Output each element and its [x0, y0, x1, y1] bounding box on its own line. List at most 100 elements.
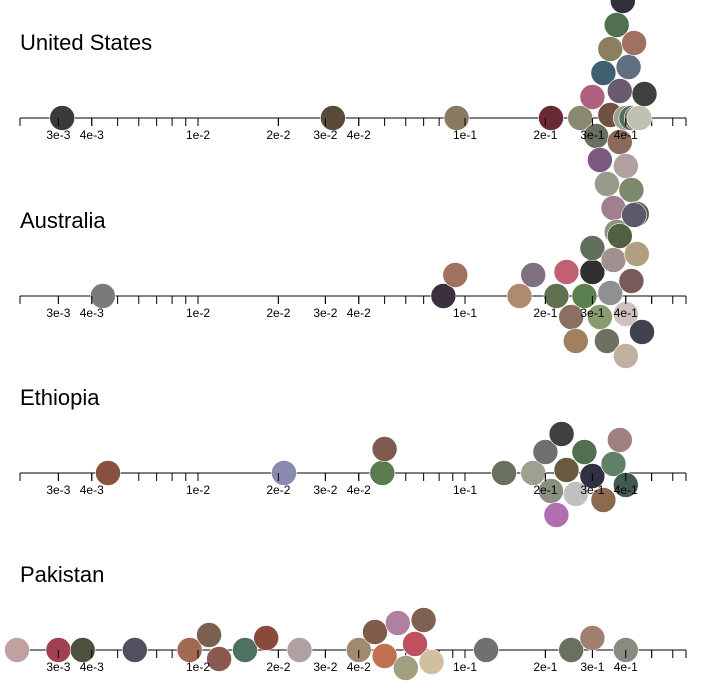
data-point	[443, 105, 470, 131]
data-point	[571, 439, 598, 465]
data-point	[594, 328, 620, 354]
data-point	[491, 460, 517, 486]
tick-label: 4e-2	[347, 483, 371, 497]
data-point	[618, 268, 645, 294]
tick-label: 4e-2	[347, 306, 371, 320]
tick-label: 2e-2	[266, 306, 290, 320]
data-point	[562, 328, 589, 354]
data-point	[362, 619, 388, 645]
data-point	[95, 460, 121, 486]
panel-australia: Australia 3e-3 4e-3 1e-2 2e-2 3e-2 4e-2 1e-1 2e-…	[19, 202, 687, 369]
tick-label: 3e-1	[580, 660, 604, 674]
data-point	[558, 637, 585, 663]
data-point	[369, 460, 396, 486]
data-point	[612, 153, 639, 179]
panel-united-states: United States 3e-3 4e-3 1e-2 2e-2 3e-2 4e-2 1e-…	[19, 0, 687, 245]
data-point	[587, 147, 613, 173]
data-point	[384, 610, 411, 636]
data-point	[579, 84, 606, 110]
data-point	[579, 235, 606, 261]
tick-label: 2e-2	[266, 483, 290, 497]
data-point	[392, 655, 419, 681]
data-point	[548, 421, 575, 447]
panel-pakistan: Pakistan 3e-3 4e-3 1e-2 2e-2 3e-2 4e-2 1e-1 2e-1…	[4, 562, 687, 681]
tick-label: 4e-1	[614, 306, 638, 320]
tick-label: 4e-1	[614, 660, 638, 674]
data-point	[206, 646, 232, 672]
data-point	[579, 625, 606, 651]
tick-label: 2e-1	[533, 660, 557, 674]
tick-label: 4e-3	[80, 483, 104, 497]
data-point	[553, 457, 580, 483]
tick-label: 4e-3	[80, 128, 104, 142]
data-point	[626, 105, 653, 131]
data-point	[442, 262, 469, 288]
data-point	[196, 622, 222, 648]
data-point	[122, 637, 148, 663]
data-point	[49, 105, 76, 131]
tick-label: 3e-1	[580, 306, 604, 320]
tick-label: 3e-2	[313, 483, 337, 497]
data-point	[606, 129, 633, 155]
data-point	[543, 283, 570, 309]
tick-label: 3e-3	[46, 660, 70, 674]
data-point	[538, 105, 564, 131]
data-point	[532, 439, 559, 465]
panel-title: Australia	[20, 208, 106, 233]
data-point	[69, 637, 96, 663]
data-point	[271, 460, 297, 486]
tick-label: 4e-2	[347, 128, 371, 142]
tick-label: 3e-2	[313, 306, 337, 320]
data-point	[320, 105, 346, 131]
tick-label: 4e-3	[80, 306, 104, 320]
tick-label: 1e-1	[453, 483, 477, 497]
data-point	[571, 283, 598, 309]
tick-label: 1e-1	[453, 128, 477, 142]
tick-label: 4e-2	[347, 660, 371, 674]
tick-label: 1e-1	[453, 306, 477, 320]
data-point	[631, 81, 658, 107]
data-point	[606, 78, 633, 104]
data-point	[402, 631, 428, 657]
data-point	[606, 223, 633, 249]
data-point	[590, 60, 617, 86]
tick-label: 2e-2	[266, 660, 290, 674]
tick-label: 3e-3	[46, 306, 70, 320]
tick-label: 3e-1	[580, 483, 604, 497]
panel-title: Pakistan	[20, 562, 104, 587]
tick-label: 3e-3	[46, 128, 70, 142]
data-point	[621, 202, 647, 228]
data-point	[506, 283, 533, 309]
data-point	[430, 283, 457, 309]
data-point	[232, 637, 258, 663]
data-point	[543, 502, 570, 528]
data-point	[629, 319, 655, 345]
data-point	[587, 304, 613, 330]
data-point	[371, 643, 398, 669]
data-point	[371, 436, 398, 462]
tick-label: 2e-1	[533, 483, 557, 497]
tick-label: 1e-1	[453, 660, 477, 674]
tick-label: 1e-2	[186, 660, 210, 674]
data-point	[597, 36, 624, 62]
data-point	[4, 637, 30, 663]
data-point	[176, 637, 203, 663]
data-point	[590, 487, 617, 513]
data-point	[286, 637, 313, 663]
data-point	[562, 481, 589, 507]
data-point	[623, 241, 650, 267]
data-point	[410, 607, 437, 633]
data-point	[473, 637, 499, 663]
tick-label: 4e-1	[614, 483, 638, 497]
data-point	[253, 625, 280, 651]
tick-label: 3e-2	[313, 128, 337, 142]
tick-label: 2e-2	[266, 128, 290, 142]
data-point	[603, 12, 630, 38]
data-point	[418, 649, 445, 675]
panel-title: Ethiopia	[20, 385, 100, 410]
tick-label: 2e-1	[533, 306, 557, 320]
data-point	[612, 472, 639, 498]
data-point	[553, 259, 580, 285]
tick-label: 1e-2	[186, 306, 210, 320]
